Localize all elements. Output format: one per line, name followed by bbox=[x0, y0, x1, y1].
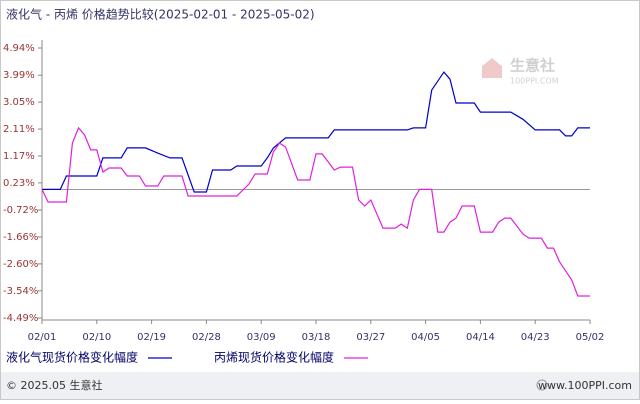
chart-title: 液化气 - 丙烯 价格趋势比较(2025-02-01 - 2025-05-02) bbox=[6, 7, 315, 22]
y-tick-label: 3.99% bbox=[3, 70, 35, 81]
y-tick-label: -1.66% bbox=[3, 232, 38, 243]
legend-label: 液化气现货价格变化幅度 bbox=[6, 350, 138, 365]
footer-site: www.100PPI.com bbox=[538, 379, 632, 392]
y-tick-label: 4.94% bbox=[3, 43, 35, 54]
x-tick-label: 04/23 bbox=[521, 332, 550, 343]
footer-copyright: © 2025.05 生意社 bbox=[6, 378, 102, 392]
y-tick-label: -3.54% bbox=[3, 286, 38, 297]
legend-label: 丙烯现货价格变化幅度 bbox=[214, 350, 334, 365]
x-tick-label: 03/18 bbox=[302, 332, 331, 343]
x-tick-label: 02/01 bbox=[28, 332, 57, 343]
logo-icon bbox=[482, 58, 502, 78]
watermark-site: 100PPI.COM bbox=[510, 77, 559, 86]
x-tick-label: 02/19 bbox=[137, 332, 166, 343]
series-line bbox=[42, 71, 590, 193]
x-tick-label: 02/10 bbox=[82, 332, 111, 343]
y-tick-label: -4.49% bbox=[3, 313, 38, 324]
y-tick-label: 3.05% bbox=[3, 97, 35, 108]
x-tick-label: 04/14 bbox=[466, 332, 495, 343]
x-tick-label: 03/09 bbox=[247, 332, 276, 343]
series-line bbox=[41, 126, 590, 297]
y-tick-label: 1.17% bbox=[3, 151, 35, 162]
y-tick-label: 0.23% bbox=[3, 178, 35, 189]
y-tick-label: -2.60% bbox=[3, 259, 38, 270]
x-tick-label: 04/05 bbox=[411, 332, 440, 343]
x-tick-label: 05/02 bbox=[576, 332, 605, 343]
footer-icon bbox=[536, 379, 548, 391]
x-tick-label: 02/28 bbox=[192, 332, 221, 343]
watermark: 生意社 100PPI.COM bbox=[482, 57, 559, 86]
footer-bar bbox=[1, 372, 639, 399]
x-tick-label: 03/27 bbox=[356, 332, 385, 343]
y-tick-label: -0.72% bbox=[3, 205, 38, 216]
watermark-name: 生意社 bbox=[510, 57, 555, 75]
y-tick-label: 2.11% bbox=[3, 124, 35, 135]
